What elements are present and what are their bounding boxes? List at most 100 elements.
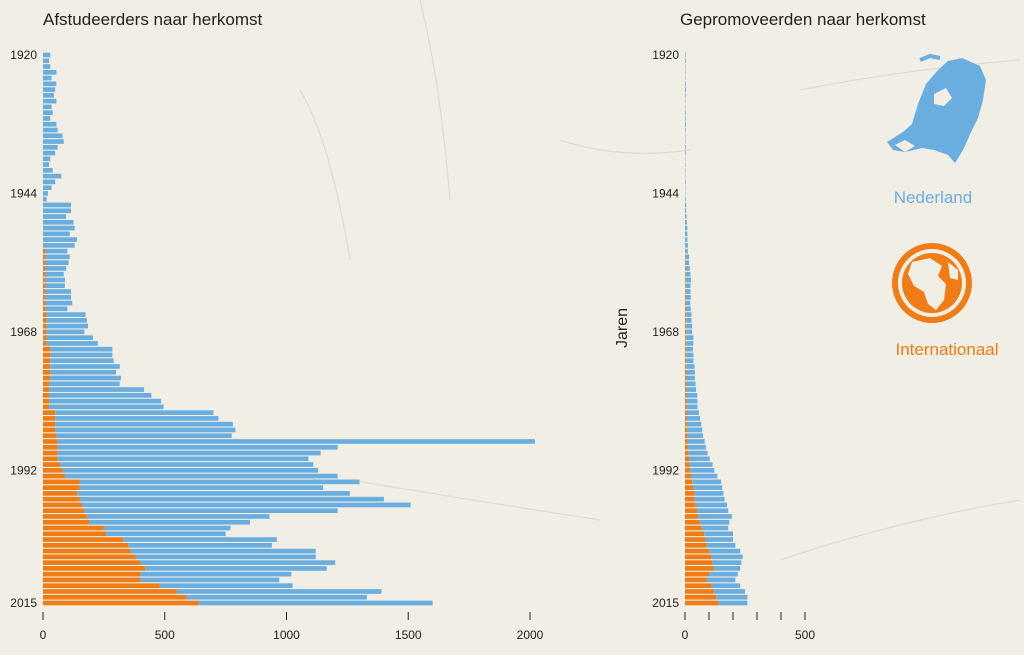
bar-nederland <box>45 300 73 306</box>
bar-internationaal <box>685 531 705 537</box>
bar-nederland <box>686 364 695 369</box>
bar-internationaal <box>43 335 47 340</box>
bar-nederland <box>698 514 732 519</box>
bar-internationaal <box>43 346 51 352</box>
bar-nederland <box>713 589 745 594</box>
bar-nederland <box>140 571 292 577</box>
bar-nederland <box>692 479 721 485</box>
bar-nederland <box>685 266 690 271</box>
bar-nederland <box>57 450 321 456</box>
bar-nederland <box>711 554 743 560</box>
bar-nederland <box>43 214 67 219</box>
y-axis-label: Jaren <box>614 308 631 348</box>
bar-internationaal <box>685 352 687 358</box>
x-tick-label: 500 <box>795 628 815 642</box>
bar-nederland <box>694 491 724 496</box>
bar-nederland <box>689 462 713 467</box>
bar-internationaal <box>685 496 695 502</box>
bar-internationaal <box>43 387 50 392</box>
bar-nederland <box>128 542 272 548</box>
bar-internationaal <box>43 369 51 375</box>
scratch-line <box>779 499 1021 561</box>
bar-nederland <box>49 398 162 404</box>
bar-nederland <box>79 485 324 490</box>
bar-internationaal <box>43 456 58 462</box>
bar-nederland <box>43 185 52 191</box>
x-tick-label: 0 <box>40 628 47 642</box>
bar-internationaal <box>685 479 693 485</box>
bar-nederland <box>689 456 710 462</box>
bar-nederland <box>686 329 693 335</box>
bar-internationaal <box>43 514 87 519</box>
bar-internationaal <box>685 369 687 375</box>
bar-nederland <box>57 456 309 462</box>
bar-nederland <box>106 531 226 537</box>
bar-internationaal <box>43 594 187 600</box>
bar-nederland <box>45 266 67 271</box>
bar-nederland <box>685 237 688 242</box>
bar-internationaal <box>685 318 687 323</box>
bar-internationaal <box>43 416 56 421</box>
legend: Nederland Internationaal <box>887 53 999 359</box>
chart-title: Afstudeerders naar herkomst <box>43 10 262 29</box>
bar-internationaal <box>43 358 51 364</box>
bar-internationaal <box>685 346 687 352</box>
bar-nederland <box>86 514 270 519</box>
bar-nederland <box>50 358 114 364</box>
bar-internationaal <box>43 398 50 404</box>
y-tick-label: 1968 <box>652 325 679 339</box>
bar-nederland <box>685 87 686 92</box>
bar-internationaal <box>685 473 691 479</box>
bar-nederland <box>716 594 748 600</box>
bar-nederland <box>685 214 687 219</box>
bar-internationaal <box>685 583 712 589</box>
bar-nederland <box>695 502 727 508</box>
bar-internationaal <box>685 427 688 433</box>
bar-internationaal <box>43 600 199 606</box>
bar-nederland <box>43 127 58 133</box>
bar-internationaal <box>685 358 687 364</box>
bar-internationaal <box>43 352 51 358</box>
bar-internationaal <box>43 294 46 300</box>
bar-internationaal <box>685 329 687 335</box>
legend-label-internationaal: Internationaal <box>895 340 998 359</box>
chart-title: Gepromoveerden naar herkomst <box>680 10 926 29</box>
bar-nederland <box>46 335 93 340</box>
bar-internationaal <box>685 589 714 594</box>
bar-nederland <box>43 237 78 242</box>
bar-nederland <box>686 393 698 398</box>
y-tick-labels: 1920 1944 1968 1992 2015 <box>652 48 679 610</box>
bar-nederland <box>79 496 384 502</box>
bar-internationaal <box>685 364 687 369</box>
globe-icon <box>892 243 972 323</box>
bar-internationaal <box>43 364 51 369</box>
bar-nederland <box>686 346 693 352</box>
bar-internationaal <box>43 548 131 554</box>
bar-nederland <box>718 600 748 606</box>
scratch-line <box>799 59 1021 91</box>
bar-internationaal <box>685 456 690 462</box>
bar-internationaal <box>43 554 136 560</box>
bar-nederland <box>687 427 703 433</box>
bar-internationaal <box>685 421 687 427</box>
y-tick-label: 1992 <box>652 463 679 477</box>
bar-internationaal <box>43 537 124 542</box>
bar-nederland <box>45 260 69 265</box>
bar-nederland <box>49 381 120 387</box>
bar-internationaal <box>43 433 57 439</box>
bar-internationaal <box>43 589 177 594</box>
bar-nederland <box>685 260 690 265</box>
bar-internationaal <box>43 410 56 415</box>
bar-internationaal <box>43 508 85 514</box>
scratch-line <box>299 89 351 261</box>
bar-nederland <box>50 352 113 358</box>
bar-nederland <box>686 387 697 392</box>
bar-internationaal <box>685 548 709 554</box>
bar-nederland <box>685 243 688 248</box>
bar-nederland <box>685 306 691 312</box>
bar-internationaal <box>685 514 699 519</box>
bar-internationaal <box>685 444 688 450</box>
bar-internationaal <box>685 312 687 317</box>
bar-nederland <box>81 502 411 508</box>
legend-label-nederland: Nederland <box>894 188 972 207</box>
